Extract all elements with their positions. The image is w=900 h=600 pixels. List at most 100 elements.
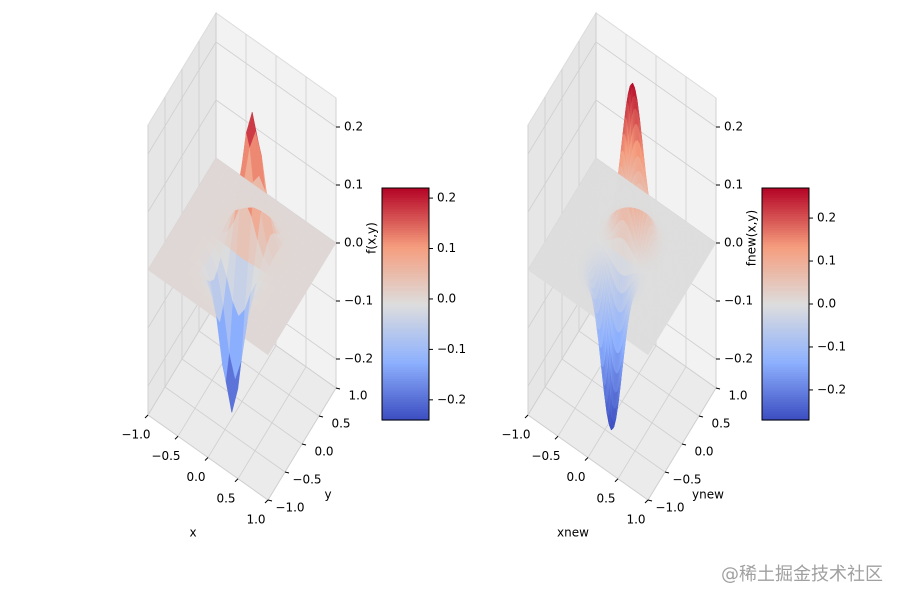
colorbar-band <box>382 385 429 389</box>
surface <box>147 112 337 413</box>
colorbar-band <box>382 192 429 196</box>
colorbar-band <box>382 290 429 293</box>
colorbar-frame <box>381 187 430 421</box>
x-tick-label: 0.0 <box>186 470 205 484</box>
colorbar-band <box>382 299 429 303</box>
x-tick <box>144 414 149 419</box>
colorbar-band <box>382 313 429 317</box>
colorbar-band <box>382 190 429 194</box>
colorbar-band <box>382 243 429 247</box>
colorbar-band <box>382 343 429 347</box>
y-tick-label: −0.5 <box>292 473 321 487</box>
colorbar-band <box>382 364 429 368</box>
grid-line-y <box>198 41 320 417</box>
colorbar-band <box>382 329 429 333</box>
colorbar-band <box>382 262 429 266</box>
colorbar-band <box>382 331 429 335</box>
colorbar-band <box>382 310 429 314</box>
colorbar-band <box>382 324 429 328</box>
colorbar-band <box>382 283 429 287</box>
colorbar-band <box>382 392 429 396</box>
grid-line-z <box>527 99 717 213</box>
colorbar-band <box>382 341 429 345</box>
grid-line-y <box>181 69 303 445</box>
surface <box>527 82 717 431</box>
colorbar-band <box>382 201 429 205</box>
colorbar-band <box>382 239 429 242</box>
colorbar-band <box>382 399 429 403</box>
colorbar-band <box>382 403 429 407</box>
colorbar-band <box>382 236 429 240</box>
colorbar-band <box>382 394 429 398</box>
x-tick-label: −0.5 <box>151 449 180 463</box>
colorbar-band <box>382 380 429 384</box>
surface-patch <box>212 157 223 169</box>
colorbar-band <box>382 368 429 372</box>
colorbar-band <box>382 362 429 365</box>
colorbar-band <box>382 259 429 263</box>
y-tick <box>267 499 273 502</box>
z-tick-label: 0.2 <box>344 120 363 134</box>
colorbar-band <box>382 348 429 351</box>
colorbar-band <box>382 357 429 361</box>
y-tick <box>301 443 307 446</box>
colorbar-tick-label: 0.2 <box>437 191 456 205</box>
colorbar-band <box>382 338 429 342</box>
colorbar-band <box>382 306 429 310</box>
colorbar-band <box>382 255 429 259</box>
colorbar-band <box>382 371 429 375</box>
x-tick <box>204 457 209 461</box>
z-tick-label: −0.2 <box>344 352 373 366</box>
x-tick-label: 0.5 <box>216 491 235 505</box>
grid-line-z <box>527 41 717 155</box>
grid-line-y <box>164 97 286 473</box>
colorbar-tick-label: −0.2 <box>437 392 466 406</box>
colorbar-band <box>382 204 429 208</box>
colorbar-band <box>382 271 429 275</box>
colorbar-band <box>382 213 429 217</box>
z-tick-label: 0.1 <box>344 178 363 192</box>
colorbar-band <box>382 297 429 300</box>
colorbar-band <box>382 317 429 321</box>
x-tick-label: 1.0 <box>246 513 265 527</box>
colorbar-band <box>382 225 429 229</box>
colorbar-band <box>382 334 429 338</box>
subplot-2: −1.0−0.50.00.51.0xnew−1.0−0.50.00.51.0yn… <box>501 11 846 540</box>
colorbar-band <box>382 248 429 252</box>
colorbar-band <box>382 406 429 409</box>
grid-line-z <box>147 99 337 213</box>
y-tick <box>335 387 341 390</box>
colorbar-band <box>382 199 429 203</box>
colorbar-band <box>382 280 429 284</box>
colorbar-band <box>382 250 429 254</box>
colorbar-band <box>382 375 429 379</box>
colorbar-band <box>382 285 429 289</box>
colorbar-band <box>382 373 429 377</box>
colorbar-band <box>382 396 429 400</box>
y-tick-label: 0.5 <box>331 417 350 431</box>
colorbar-band <box>382 278 429 282</box>
colorbar-band <box>382 359 429 363</box>
colorbar-tick-label: 0.1 <box>437 241 456 255</box>
colorbar-band <box>382 401 429 405</box>
z-tick-label: 0.0 <box>344 236 363 250</box>
colorbar-band <box>382 264 429 268</box>
colorbar-band <box>382 336 429 340</box>
colorbar-band <box>382 320 429 324</box>
y-tick <box>284 471 290 474</box>
x-axis-label: x <box>189 526 196 540</box>
colorbar-band <box>382 241 429 245</box>
z-axis-label: f(x,y) <box>365 222 379 254</box>
colorbar-band <box>382 327 429 331</box>
colorbar-band <box>382 292 429 296</box>
colorbar-band <box>382 229 429 233</box>
y-tick <box>318 415 324 418</box>
colorbar-band <box>382 417 429 421</box>
colorbar-band <box>382 322 429 326</box>
colorbar: −0.2−0.10.00.10.2 <box>381 187 466 421</box>
colorbar-band <box>382 350 429 354</box>
colorbar-band <box>382 211 429 215</box>
colorbar-band <box>382 352 429 356</box>
colorbar-band <box>382 218 429 222</box>
colorbar-band <box>382 304 429 307</box>
